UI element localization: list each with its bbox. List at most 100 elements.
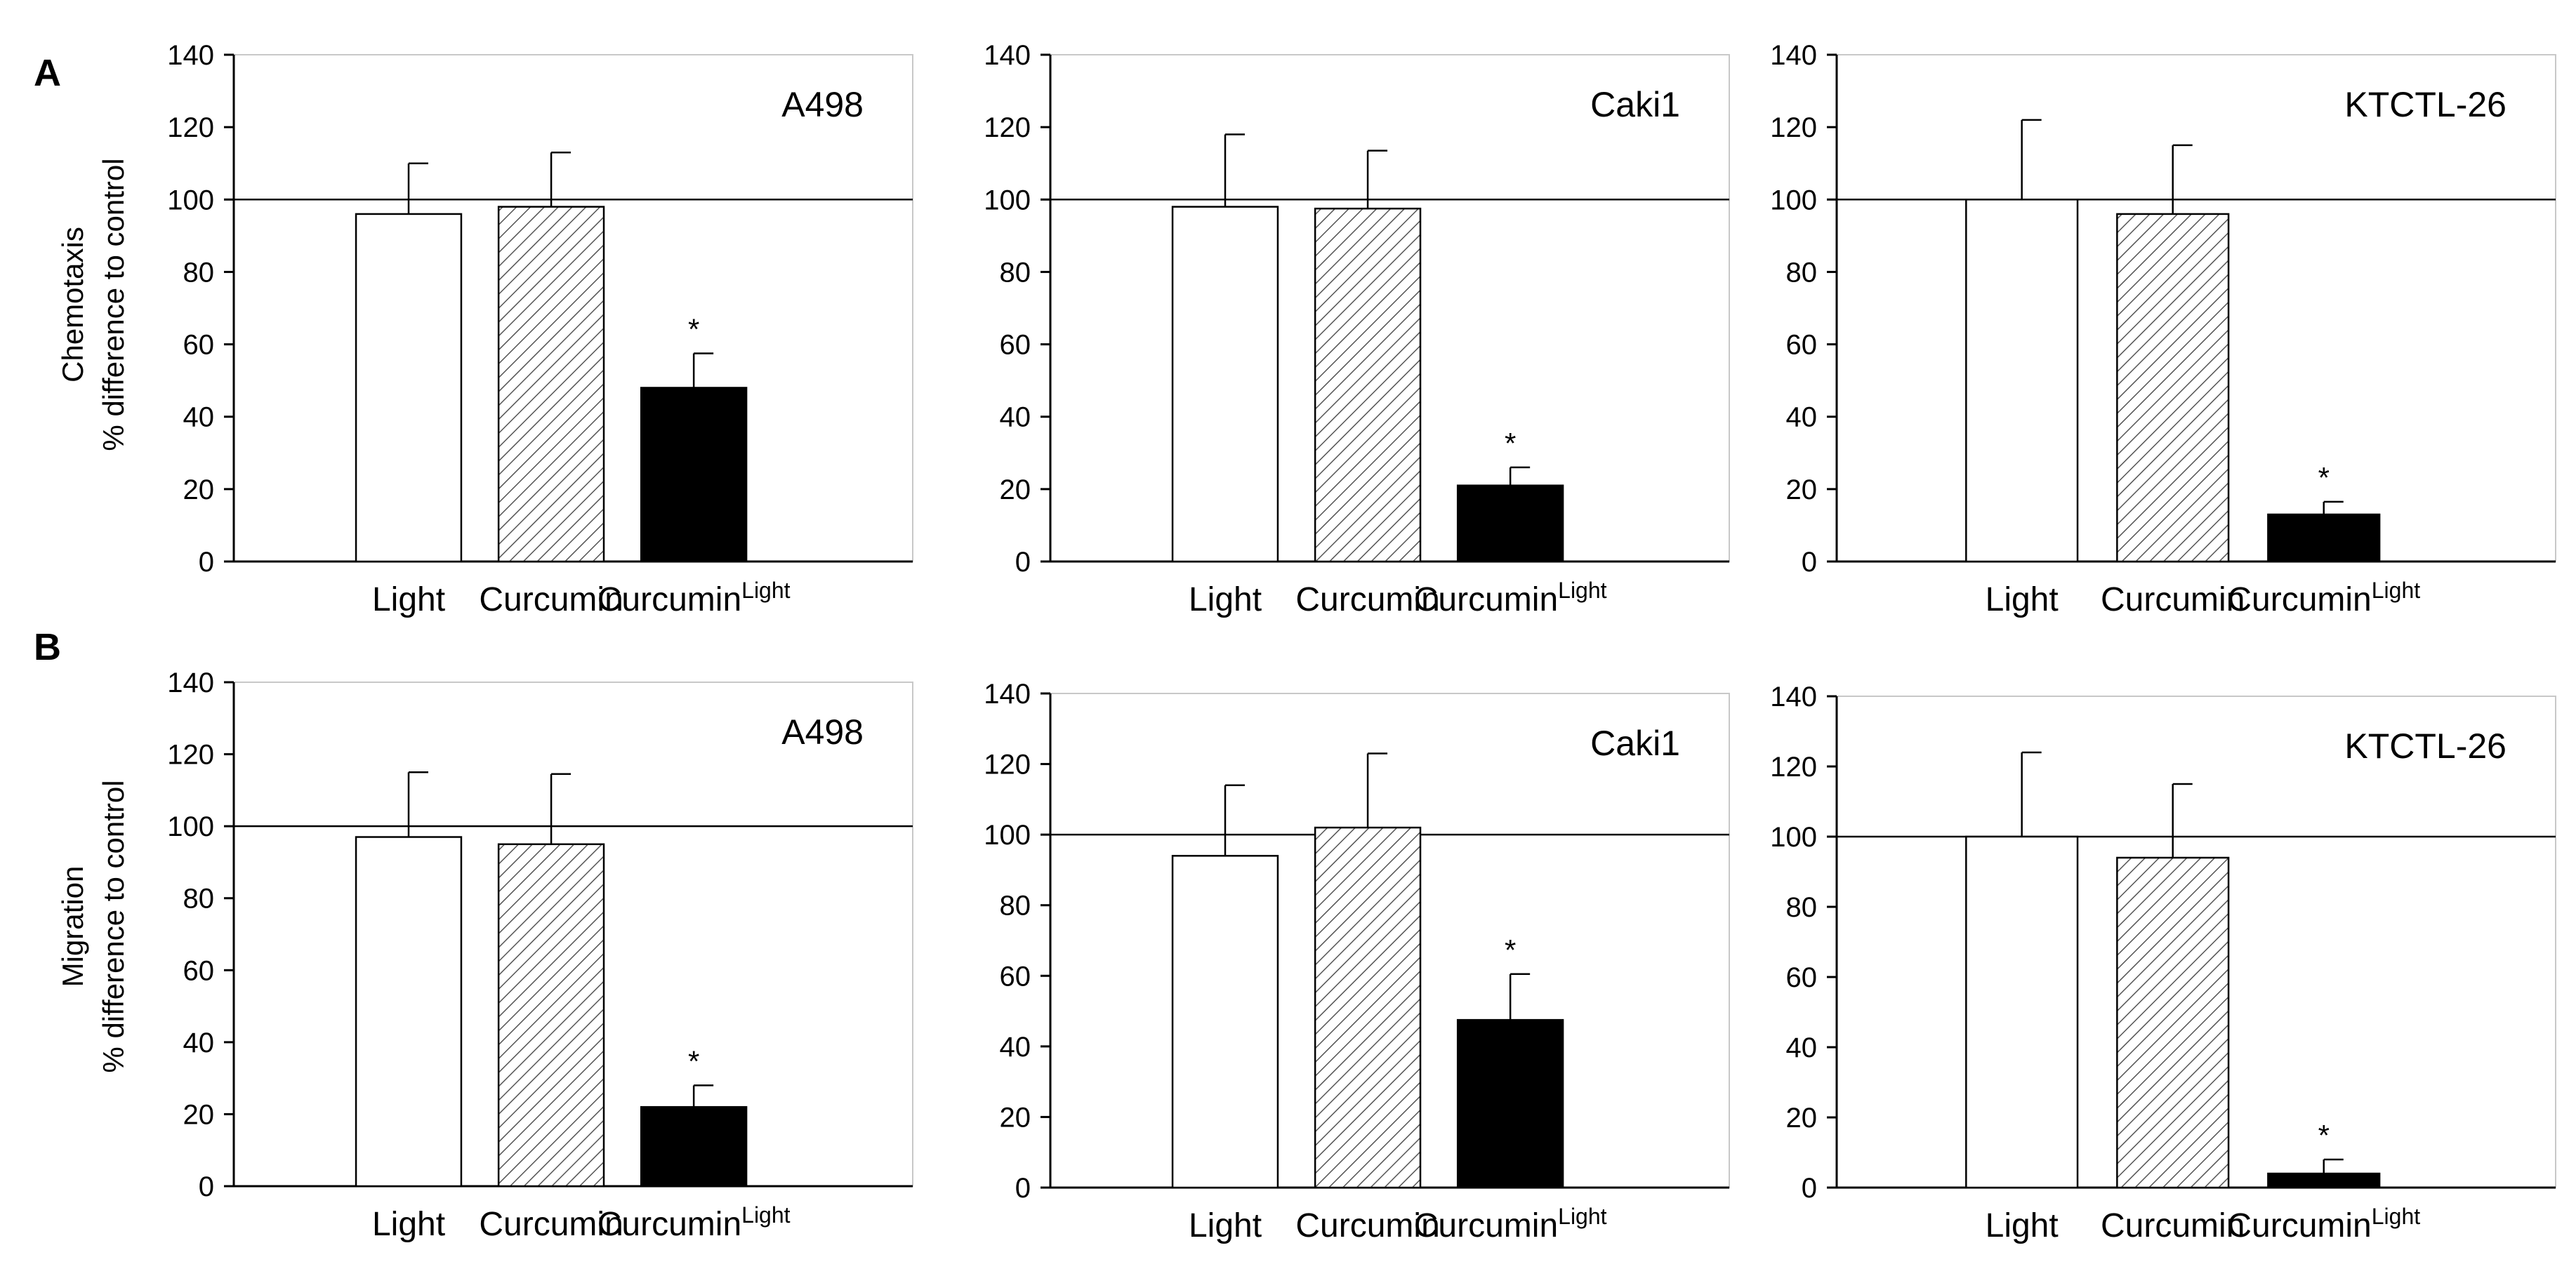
y-tick-label: 20 (183, 1099, 215, 1130)
x-tick-label: Curcumin (479, 1206, 623, 1243)
bar-1 (1171, 855, 1279, 1189)
x-tick-label: CurcuminLight (2227, 1204, 2420, 1244)
bar-2 (1314, 826, 1422, 1189)
x-tick-label: CurcuminLight (597, 1202, 791, 1243)
x-tick-label: CurcuminLight (1414, 1204, 1607, 1244)
bar-3 (640, 1105, 748, 1188)
y-tick-label: 0 (199, 1171, 214, 1202)
x-tick-label: Curcumin (1295, 581, 1439, 618)
y-tick-label: 120 (1770, 112, 1817, 143)
y-tick-label: 100 (984, 820, 1031, 851)
chart-panel-b-3: 0 20 40 60 80 100 120 140 KTCTL-26 Light Curcumin *… (1770, 682, 2556, 1244)
bar-2 (497, 843, 605, 1188)
y-tick-label: 60 (1000, 330, 1031, 361)
x-tick-label: Light (372, 581, 445, 618)
y-tick-label: 120 (167, 112, 214, 143)
bar-2 (2116, 213, 2230, 563)
x-tick-label: CurcuminLight (2227, 578, 2420, 618)
bar-2 (2116, 856, 2230, 1189)
y-tick-label: 80 (1000, 257, 1031, 288)
significance-star: * (2318, 461, 2330, 494)
bar-1 (1965, 199, 2079, 563)
significance-star: * (688, 312, 699, 345)
y-tick-label: 120 (167, 740, 214, 771)
panel-title: Caki1 (1590, 85, 1680, 124)
x-tick-label: CurcuminLight (597, 578, 791, 618)
bar-1 (355, 213, 463, 563)
y-tick-label: 0 (1015, 547, 1031, 578)
y-tick-label: 40 (183, 1028, 215, 1058)
y-tick-label: 80 (183, 884, 215, 915)
y-tick-label: 100 (1770, 822, 1817, 853)
panel-title: Caki1 (1590, 724, 1680, 763)
x-tick-label-superscript: Light (2372, 578, 2421, 603)
y-tick-label: 0 (1802, 547, 1817, 578)
y-tick-label: 40 (1786, 1032, 1818, 1063)
y-tick-label: 140 (984, 679, 1031, 710)
x-tick-label-superscript: Light (741, 578, 791, 603)
bar-3 (1456, 484, 1564, 563)
y-tick-label: 80 (1786, 257, 1818, 288)
y-tick-label: 140 (167, 667, 214, 698)
y-tick-label: 60 (1786, 330, 1818, 361)
y-tick-label: 140 (167, 40, 214, 71)
panel-title: KTCTL-26 (2344, 726, 2506, 766)
bar-2 (497, 206, 605, 563)
x-tick-label: Light (1189, 1207, 1262, 1244)
y-tick-label: 0 (1802, 1173, 1817, 1204)
x-tick-label: Curcumin (2101, 1207, 2245, 1244)
bar-1 (1965, 835, 2079, 1189)
x-tick-label: Light (1986, 581, 2059, 618)
x-tick-label-superscript: Light (741, 1202, 791, 1228)
row-label-a: A (34, 52, 61, 94)
y-tick-label: 60 (1786, 962, 1818, 993)
y-tick-label: 140 (1770, 682, 1817, 712)
bar-1 (1171, 206, 1279, 563)
y-tick-label: 100 (984, 185, 1031, 215)
x-tick-label-superscript: Light (2372, 1204, 2421, 1229)
chart-panels: 0 20 40 60 80 100 120 140 A498 Light Curcumin * Curc… (167, 40, 2556, 1244)
y-tick-label: 20 (1000, 474, 1031, 505)
chart-panel-b-1: 0 20 40 60 80 100 120 140 A498 Light Curcumin * Curc… (167, 667, 913, 1243)
y-tick-label: 120 (984, 750, 1031, 780)
y-tick-label: 0 (199, 547, 214, 578)
y-tick-label: 100 (167, 811, 214, 842)
x-tick-label: CurcuminLight (1414, 578, 1607, 618)
x-tick-label-superscript: Light (1558, 578, 1607, 603)
bar-3 (2267, 513, 2381, 563)
y-tick-label: 100 (1770, 185, 1817, 215)
bar-3 (2267, 1172, 2381, 1189)
y-axis-label-a-line1: Chemotaxis (56, 227, 89, 383)
y-tick-label: 140 (1770, 40, 1817, 71)
x-tick-label: Light (1986, 1207, 2059, 1244)
x-tick-label: Light (372, 1206, 445, 1243)
y-tick-label: 40 (183, 402, 215, 433)
y-tick-label: 0 (1015, 1173, 1031, 1204)
bar-1 (355, 836, 463, 1188)
x-tick-label-superscript: Light (1558, 1204, 1607, 1229)
y-tick-label: 140 (984, 40, 1031, 71)
y-tick-label: 40 (1000, 402, 1031, 433)
y-tick-label: 120 (984, 112, 1031, 143)
y-tick-label: 20 (183, 474, 215, 505)
y-tick-label: 20 (1000, 1102, 1031, 1133)
y-axis-label-b-line1: Migration (56, 866, 89, 988)
y-tick-label: 80 (1000, 891, 1031, 922)
chart-panel-b-2: 0 20 40 60 80 100 120 140 Caki1 Light Curcumin * Cur… (984, 679, 1730, 1244)
x-tick-label: Light (1189, 581, 1262, 618)
y-tick-label: 60 (183, 330, 215, 361)
row-label-b: B (34, 626, 61, 668)
significance-star: * (1505, 934, 1516, 966)
y-tick-label: 80 (183, 257, 215, 288)
bar-2 (1314, 207, 1422, 563)
y-tick-label: 60 (1000, 961, 1031, 992)
x-tick-label: Curcumin (1295, 1207, 1439, 1244)
x-tick-label: Curcumin (2101, 581, 2245, 618)
y-axis-label-a-line2: % difference to control (97, 158, 130, 451)
significance-star: * (1505, 427, 1516, 460)
y-tick-label: 20 (1786, 1103, 1818, 1134)
panel-title: A498 (781, 712, 864, 752)
bar-3 (640, 387, 748, 563)
y-tick-label: 20 (1786, 474, 1818, 505)
